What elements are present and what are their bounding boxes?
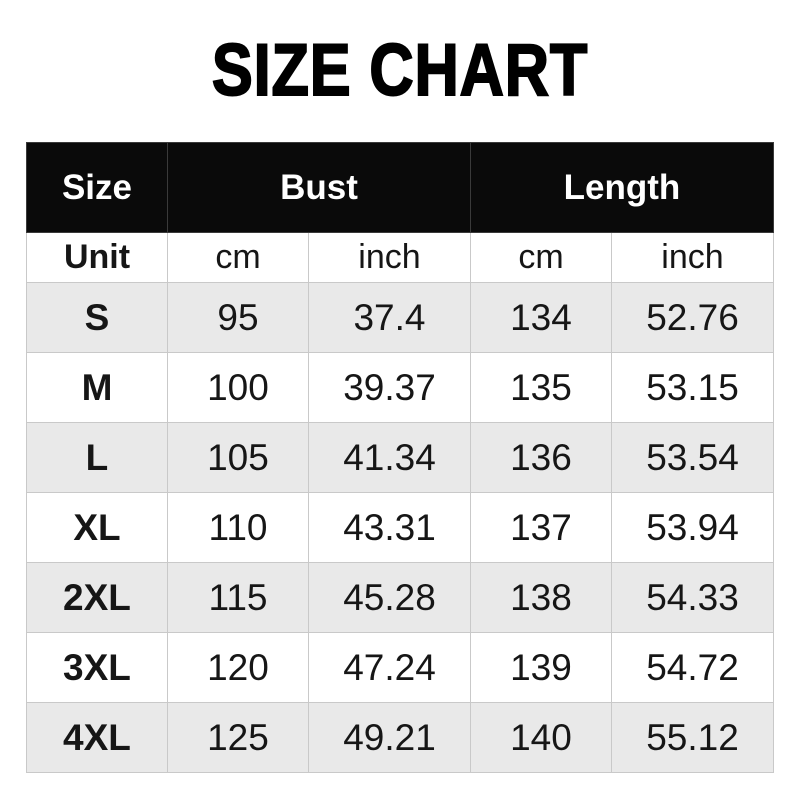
bust-inch-value: 45.28 [307,562,471,633]
length-cm-value: 136 [469,422,612,493]
size-label: 2XL [25,562,168,633]
size-chart-table: Size Bust Length Unit cm inch cm inch S … [25,142,775,773]
unit-length-cm: cm [469,232,612,283]
length-cm-value: 135 [469,352,612,423]
length-cm-value: 139 [469,632,612,703]
table-row-m: M 100 39.37 135 53.15 [25,352,775,423]
bust-inch-value: 39.37 [307,352,471,423]
col-header-length: Length [469,142,775,233]
bust-inch-value: 47.24 [307,632,471,703]
bust-inch-value: 49.21 [307,702,471,773]
bust-inch-value: 43.31 [307,492,471,563]
unit-row: Unit cm inch cm inch [25,232,775,283]
length-inch-value: 53.15 [610,352,775,423]
size-label: S [25,282,168,353]
table-row-xl: XL 110 43.31 137 53.94 [25,492,775,563]
bust-inch-value: 37.4 [307,282,471,353]
length-inch-value: 52.76 [610,282,775,353]
bust-inch-value: 41.34 [307,422,471,493]
table-row-3xl: 3XL 120 47.24 139 54.72 [25,632,775,703]
length-inch-value: 55.12 [610,702,775,773]
length-inch-value: 53.94 [610,492,775,563]
size-label: M [25,352,168,423]
size-label: XL [25,492,168,563]
length-inch-value: 53.54 [610,422,775,493]
page-title-text: SIZE CHART [211,30,589,111]
bust-cm-value: 95 [166,282,309,353]
length-inch-value: 54.72 [610,632,775,703]
bust-cm-value: 105 [166,422,309,493]
length-cm-value: 138 [469,562,612,633]
unit-row-label: Unit [25,232,168,283]
table-row-l: L 105 41.34 136 53.54 [25,422,775,493]
size-label: 4XL [25,702,168,773]
unit-bust-inch: inch [307,232,471,283]
bust-cm-value: 100 [166,352,309,423]
bust-cm-value: 125 [166,702,309,773]
table-row-4xl: 4XL 125 49.21 140 55.12 [25,702,775,773]
table-row-2xl: 2XL 115 45.28 138 54.33 [25,562,775,633]
size-label: L [25,422,168,493]
page-title: SIZE CHART [0,0,800,108]
size-label: 3XL [25,632,168,703]
length-cm-value: 137 [469,492,612,563]
bust-cm-value: 120 [166,632,309,703]
unit-bust-cm: cm [166,232,309,283]
length-inch-value: 54.33 [610,562,775,633]
col-header-size: Size [25,142,168,233]
length-cm-value: 134 [469,282,612,353]
bust-cm-value: 115 [166,562,309,633]
unit-length-inch: inch [610,232,775,283]
bust-cm-value: 110 [166,492,309,563]
table-header-row: Size Bust Length [25,142,775,233]
length-cm-value: 140 [469,702,612,773]
col-header-bust: Bust [166,142,471,233]
table-row-s: S 95 37.4 134 52.76 [25,282,775,353]
